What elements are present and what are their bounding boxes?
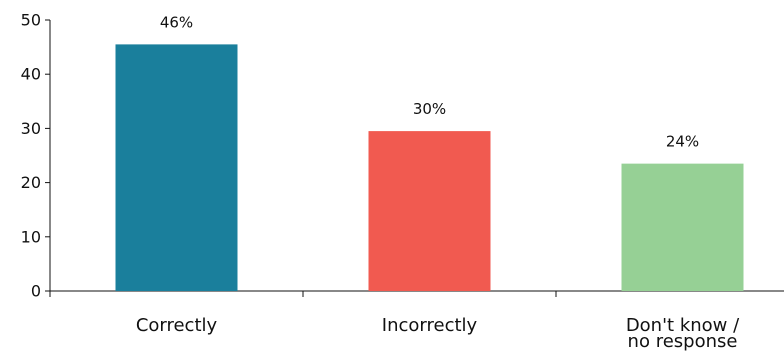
y-axis: 0 10 20 30 40 50 (21, 11, 51, 301)
category-labels: Correctly Incorrectly Don't know / no respo… (136, 315, 740, 352)
category-label-1: Correctly (136, 315, 218, 336)
category-label-3: Don't know / no response (626, 315, 740, 352)
category-label-line: Correctly (136, 315, 218, 336)
data-label-2: 30% (413, 100, 446, 118)
y-tick-label: 50 (21, 11, 41, 30)
bar-2 (368, 131, 491, 291)
category-label-line: no response (628, 331, 738, 352)
y-tick-label: 40 (21, 65, 41, 84)
bar-1 (115, 44, 238, 291)
y-tick-label: 0 (31, 282, 41, 301)
category-label-line: Incorrectly (382, 315, 478, 336)
category-label-2: Incorrectly (382, 315, 478, 336)
bars (115, 44, 744, 291)
category-label-line: Don't know / (626, 315, 740, 336)
bar-3 (621, 163, 744, 291)
data-labels: 46% 30% 24% (160, 13, 699, 150)
y-tick-label: 10 (21, 227, 41, 246)
y-tick-label: 20 (21, 173, 41, 192)
data-label-1: 46% (160, 13, 193, 31)
data-label-3: 24% (666, 133, 699, 151)
y-tick-label: 30 (21, 119, 41, 138)
x-axis (49, 290, 784, 297)
